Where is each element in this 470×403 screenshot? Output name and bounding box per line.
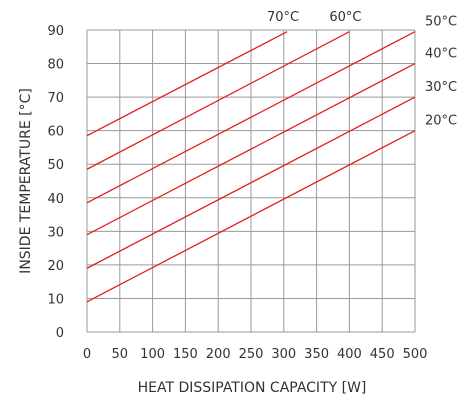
x-tick-label: 150 — [173, 347, 198, 362]
series-label: 50°C — [425, 15, 457, 30]
x-tick-label: 450 — [370, 347, 395, 362]
series-line — [86, 130, 416, 303]
y-axis-title: INSIDE TEMPERATURE [°C] — [18, 88, 34, 274]
x-tick-label: 300 — [271, 347, 296, 362]
x-axis-title: HEAT DISSIPATION CAPACITY [W] — [138, 380, 367, 396]
x-tick-label: 400 — [337, 347, 362, 362]
y-tick-label: 40 — [47, 192, 64, 207]
series-line — [86, 31, 288, 137]
x-tick-label: 0 — [83, 347, 91, 362]
series-label: 40°C — [425, 47, 457, 62]
series-label: 70°C — [267, 10, 299, 25]
series-label: 60°C — [329, 10, 361, 25]
y-tick-label: 90 — [47, 24, 64, 39]
series-lines — [86, 31, 416, 303]
y-tick-label: 0 — [56, 326, 64, 341]
x-tick-label: 250 — [239, 347, 264, 362]
x-tick-labels: 0 50 100 150 200 250 300 350 400 450 500 — [83, 347, 428, 362]
x-tick-label: 100 — [140, 347, 165, 362]
y-tick-label: 60 — [47, 125, 64, 140]
series-line — [86, 31, 416, 204]
y-tick-label: 30 — [47, 225, 64, 240]
x-tick-label: 200 — [206, 347, 231, 362]
x-tick-label: 50 — [112, 347, 129, 362]
y-tick-label: 20 — [47, 259, 64, 274]
y-tick-label: 80 — [47, 58, 64, 73]
series-line — [86, 31, 350, 170]
series-line — [86, 96, 416, 269]
series-line — [86, 62, 416, 236]
y-tick-label: 10 — [47, 292, 64, 307]
y-tick-label: 70 — [47, 91, 64, 106]
y-tick-label: 50 — [47, 158, 64, 173]
grid — [86, 29, 416, 333]
series-label: 30°C — [425, 80, 457, 95]
series-label: 20°C — [425, 114, 457, 129]
x-tick-label: 500 — [403, 347, 428, 362]
x-tick-label: 350 — [304, 347, 329, 362]
series-labels: 20°C 30°C 40°C 50°C 60°C 70°C — [267, 10, 457, 129]
y-tick-labels: 0 10 20 30 40 50 60 70 80 90 — [47, 24, 64, 341]
